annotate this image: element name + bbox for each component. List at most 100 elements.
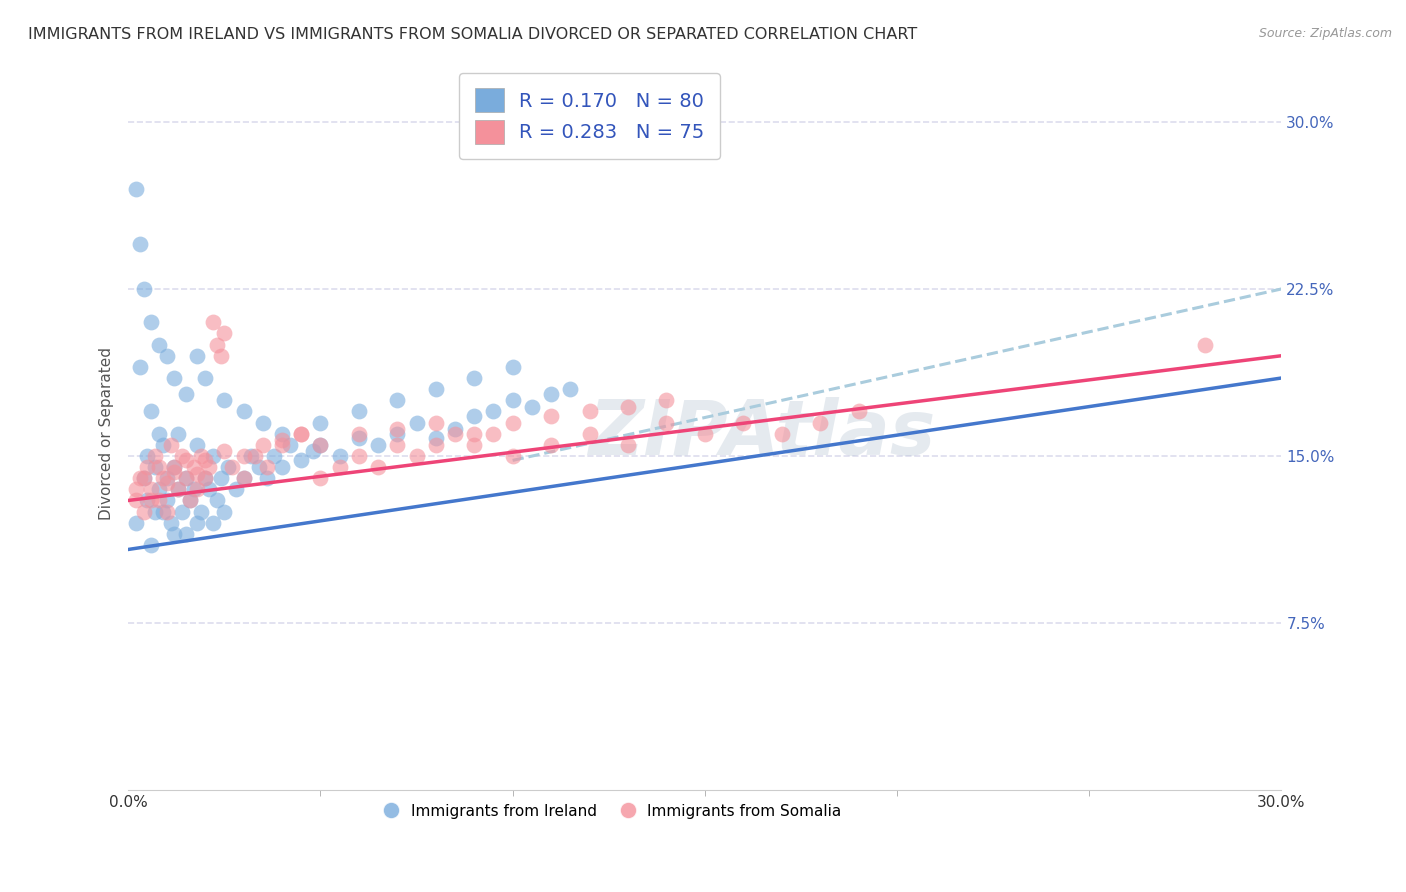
Point bbox=[152, 438, 174, 452]
Point bbox=[560, 382, 582, 396]
Point bbox=[125, 493, 148, 508]
Point bbox=[186, 349, 208, 363]
Point bbox=[141, 493, 163, 508]
Point bbox=[329, 449, 352, 463]
Point bbox=[136, 449, 159, 463]
Point bbox=[278, 438, 301, 452]
Point bbox=[347, 404, 370, 418]
Point bbox=[190, 449, 212, 463]
Point bbox=[387, 426, 409, 441]
Point bbox=[156, 349, 179, 363]
Point bbox=[167, 426, 190, 441]
Point bbox=[502, 359, 524, 374]
Point bbox=[148, 493, 170, 508]
Point bbox=[194, 453, 217, 467]
Point bbox=[770, 426, 793, 441]
Point bbox=[405, 416, 427, 430]
Point bbox=[232, 471, 254, 485]
Point bbox=[263, 449, 285, 463]
Point bbox=[174, 471, 197, 485]
Point bbox=[141, 538, 163, 552]
Point bbox=[1194, 337, 1216, 351]
Point bbox=[617, 438, 640, 452]
Point bbox=[194, 471, 217, 485]
Point bbox=[214, 444, 236, 458]
Point bbox=[502, 416, 524, 430]
Point bbox=[186, 483, 208, 497]
Point bbox=[148, 483, 170, 497]
Point bbox=[232, 471, 254, 485]
Point bbox=[141, 315, 163, 329]
Point bbox=[194, 371, 217, 385]
Point bbox=[179, 493, 201, 508]
Point bbox=[482, 404, 505, 418]
Point bbox=[225, 483, 247, 497]
Point bbox=[309, 471, 332, 485]
Point bbox=[125, 516, 148, 530]
Point bbox=[205, 337, 228, 351]
Point bbox=[367, 460, 389, 475]
Point bbox=[848, 404, 870, 418]
Point bbox=[309, 438, 332, 452]
Point bbox=[132, 282, 155, 296]
Point bbox=[183, 460, 205, 475]
Point bbox=[520, 400, 543, 414]
Point bbox=[252, 438, 274, 452]
Point bbox=[141, 404, 163, 418]
Point bbox=[540, 386, 562, 401]
Point bbox=[329, 460, 352, 475]
Point bbox=[125, 182, 148, 196]
Point bbox=[132, 505, 155, 519]
Point bbox=[463, 438, 485, 452]
Point bbox=[148, 426, 170, 441]
Point bbox=[132, 471, 155, 485]
Point bbox=[444, 422, 467, 436]
Point bbox=[347, 426, 370, 441]
Point bbox=[194, 471, 217, 485]
Point bbox=[482, 426, 505, 441]
Point bbox=[221, 460, 243, 475]
Point bbox=[693, 426, 716, 441]
Point bbox=[198, 483, 221, 497]
Point bbox=[252, 416, 274, 430]
Point bbox=[190, 505, 212, 519]
Point bbox=[156, 493, 179, 508]
Point bbox=[347, 449, 370, 463]
Point bbox=[186, 516, 208, 530]
Point bbox=[271, 426, 294, 441]
Legend: Immigrants from Ireland, Immigrants from Somalia: Immigrants from Ireland, Immigrants from… bbox=[377, 797, 848, 825]
Point bbox=[290, 453, 312, 467]
Point bbox=[232, 449, 254, 463]
Point bbox=[733, 416, 755, 430]
Point bbox=[214, 326, 236, 341]
Point bbox=[540, 409, 562, 423]
Point bbox=[163, 460, 186, 475]
Point bbox=[174, 527, 197, 541]
Point bbox=[201, 449, 224, 463]
Point bbox=[655, 416, 678, 430]
Point bbox=[198, 460, 221, 475]
Point bbox=[232, 404, 254, 418]
Point bbox=[186, 467, 208, 481]
Point bbox=[290, 426, 312, 441]
Point bbox=[808, 416, 831, 430]
Point bbox=[201, 315, 224, 329]
Point bbox=[170, 505, 193, 519]
Point bbox=[174, 453, 197, 467]
Text: IMMIGRANTS FROM IRELAND VS IMMIGRANTS FROM SOMALIA DIVORCED OR SEPARATED CORRELA: IMMIGRANTS FROM IRELAND VS IMMIGRANTS FR… bbox=[28, 27, 917, 42]
Point bbox=[143, 460, 166, 475]
Point bbox=[163, 460, 186, 475]
Point bbox=[201, 516, 224, 530]
Point bbox=[387, 393, 409, 408]
Point bbox=[425, 438, 447, 452]
Point bbox=[214, 393, 236, 408]
Point bbox=[128, 471, 150, 485]
Point bbox=[502, 449, 524, 463]
Point bbox=[156, 471, 179, 485]
Point bbox=[148, 337, 170, 351]
Text: ZIPAtlas: ZIPAtlas bbox=[589, 397, 936, 471]
Point bbox=[578, 404, 600, 418]
Point bbox=[141, 483, 163, 497]
Point bbox=[247, 460, 270, 475]
Point bbox=[655, 393, 678, 408]
